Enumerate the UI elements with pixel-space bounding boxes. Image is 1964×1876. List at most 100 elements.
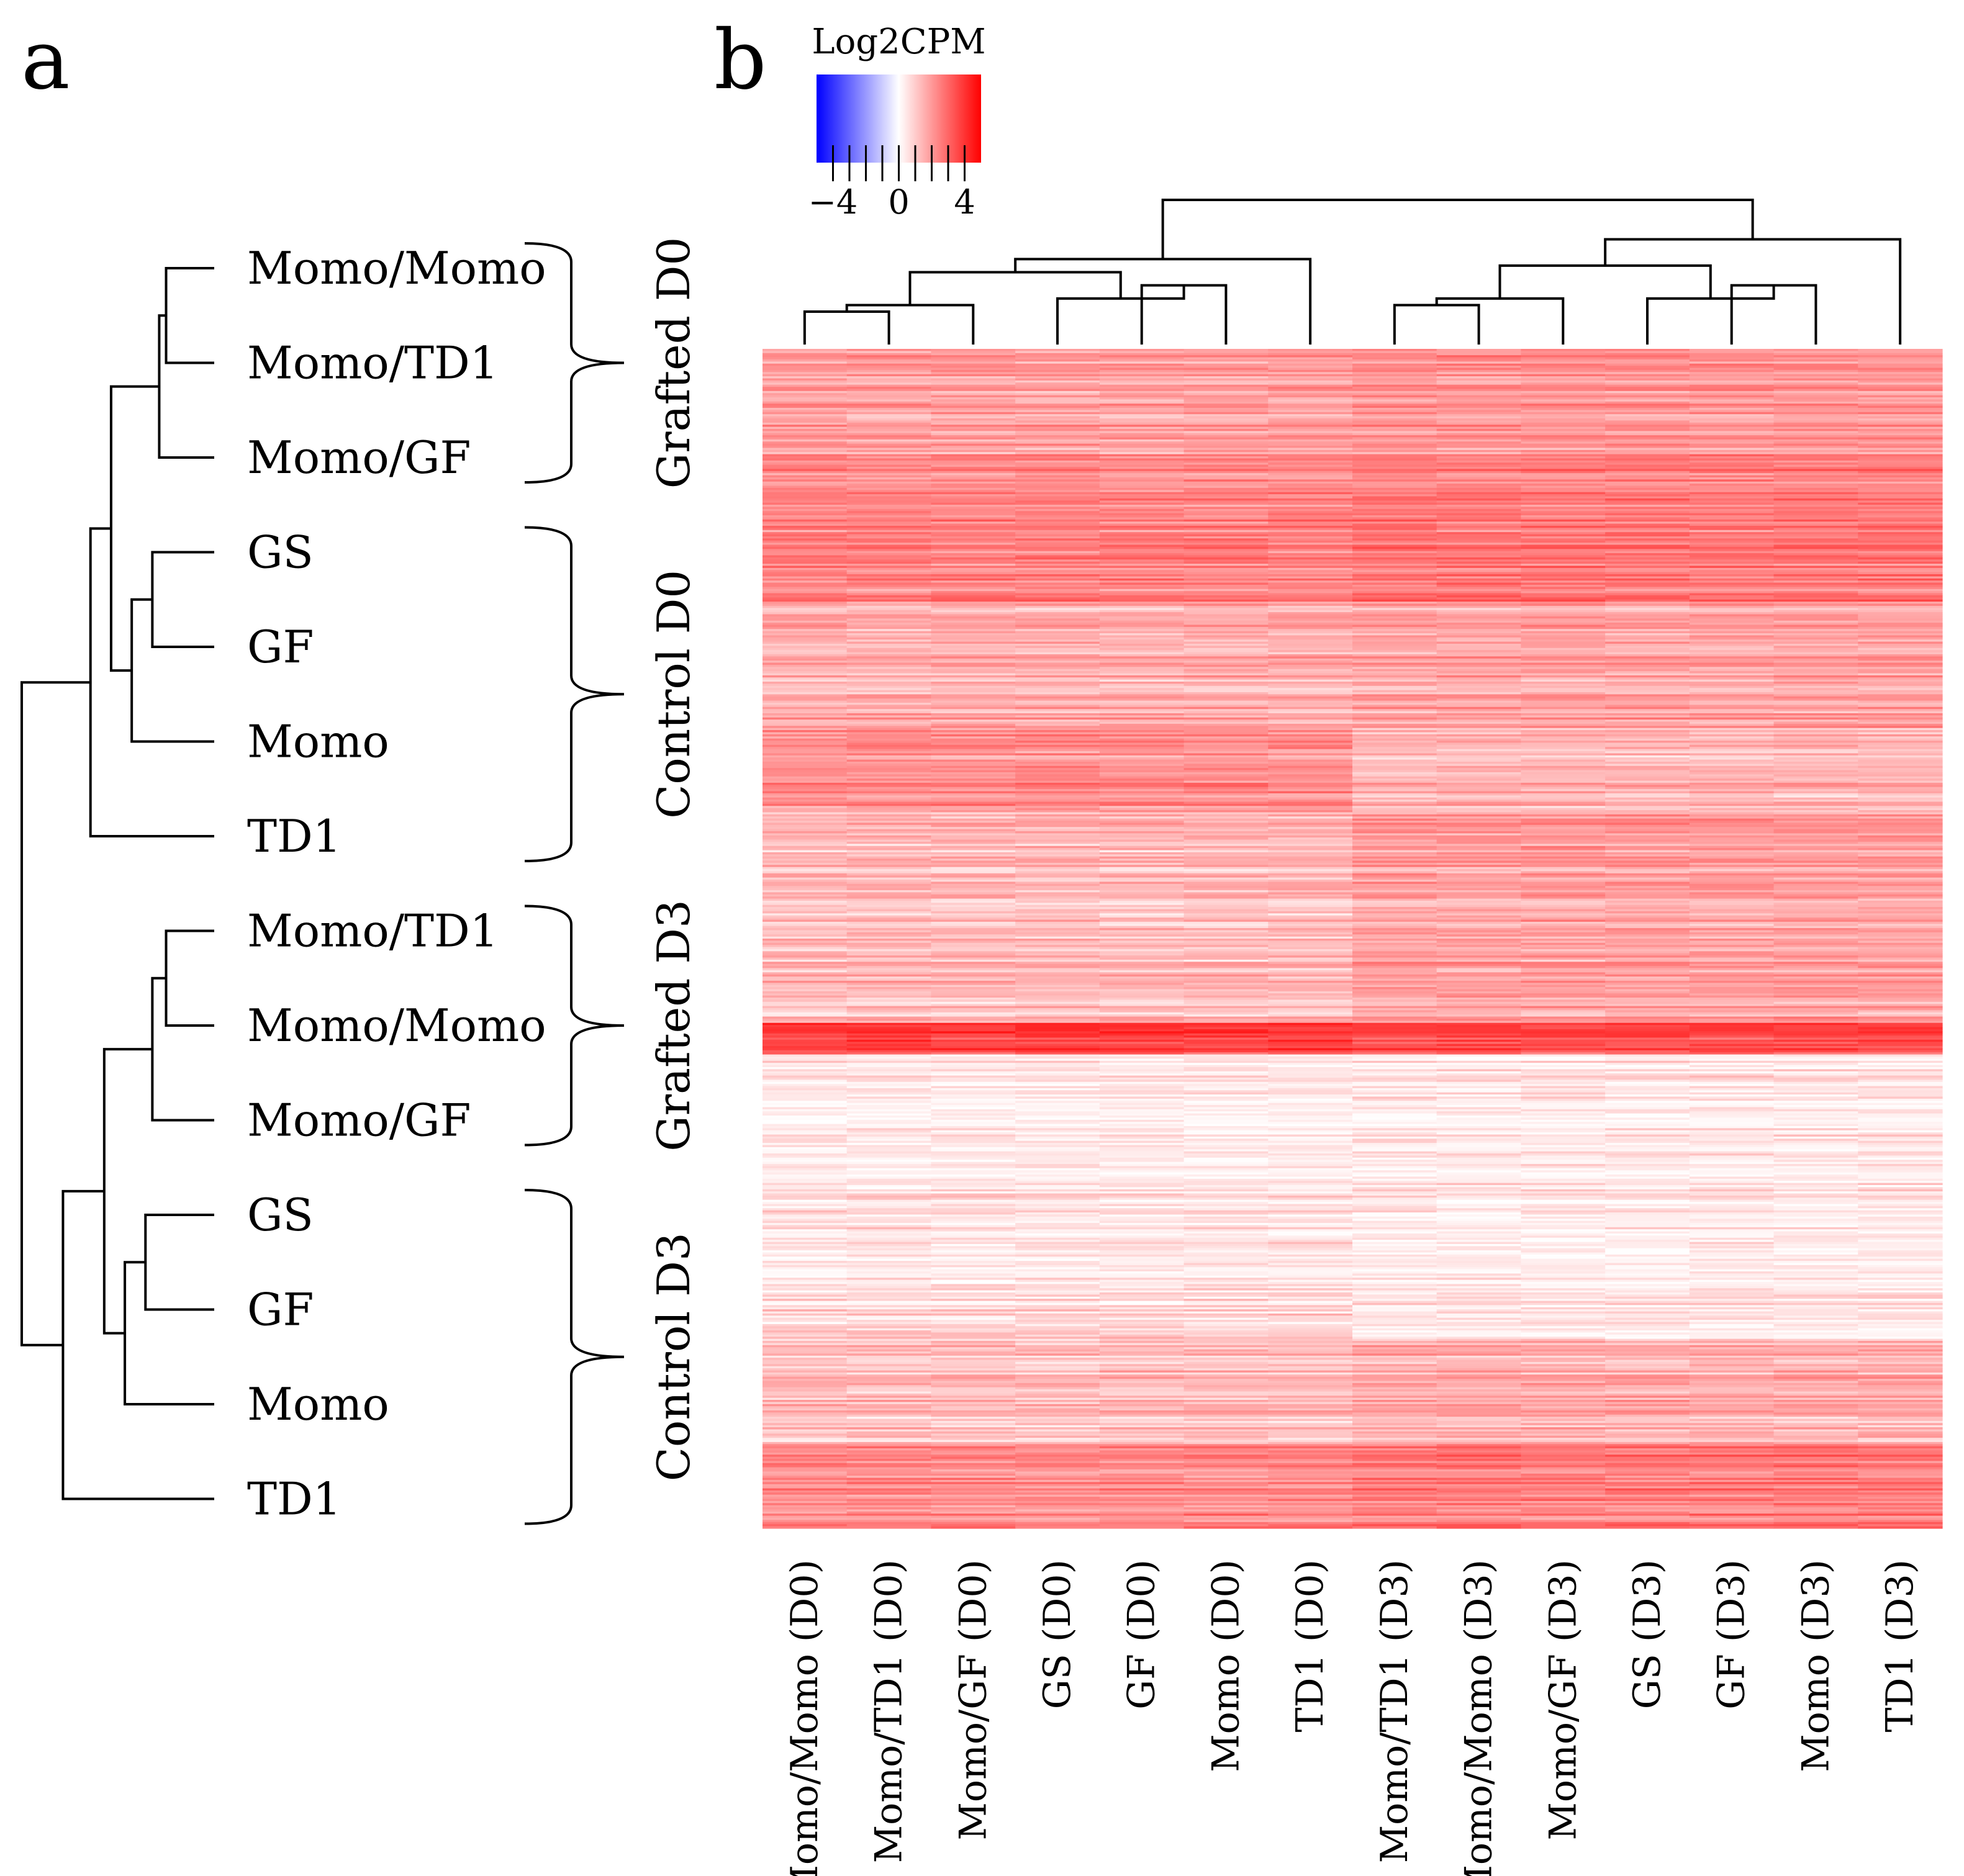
heatmap-cell: [1268, 705, 1353, 708]
heatmap-cell: [1183, 947, 1269, 950]
heatmap-cell: [1436, 387, 1522, 390]
heatmap-cell: [846, 1479, 932, 1482]
heatmap-cell: [931, 1067, 1016, 1070]
heatmap-cell: [1015, 528, 1100, 531]
heatmap-cell: [931, 505, 1016, 508]
heatmap-cell: [1436, 859, 1522, 862]
heatmap-cell: [1268, 814, 1353, 817]
heatmap-cell: [931, 1027, 1016, 1030]
heatmap-cell: [1268, 641, 1353, 644]
heatmap-cell: [1436, 591, 1522, 594]
heatmap-cell: [1099, 475, 1185, 478]
heatmap-cell: [763, 736, 848, 739]
heatmap-cell: [931, 918, 1016, 921]
heatmap-cell: [1183, 1275, 1269, 1278]
heatmap-cell: [1183, 890, 1269, 893]
heatmap-cell: [931, 698, 1016, 701]
heatmap-cell: [1183, 1387, 1269, 1390]
heatmap-cell: [1099, 1252, 1185, 1255]
heatmap-cell: [1436, 833, 1522, 836]
heatmap-cell: [1436, 949, 1522, 952]
heatmap-cell: [931, 564, 1016, 567]
heatmap-cell: [1099, 1256, 1185, 1260]
heatmap-cell: [1183, 414, 1269, 417]
heatmap-cell: [1436, 540, 1522, 543]
heatmap-cell: [1099, 747, 1185, 750]
heatmap-cell: [1268, 1256, 1353, 1260]
heatmap-cell: [763, 1332, 848, 1335]
heatmap-cell: [763, 1372, 848, 1375]
heatmap-cell: [931, 1492, 1016, 1495]
heatmap-cell: [763, 692, 848, 695]
heatmap-cell: [1099, 1195, 1185, 1198]
heatmap-cell: [1436, 726, 1522, 729]
heatmap-cell: [1099, 508, 1185, 512]
heatmap-cell: [1268, 936, 1353, 939]
heatmap-cell: [846, 728, 932, 731]
heatmap-cell: [1183, 1473, 1269, 1476]
heatmap-cell: [1015, 1302, 1100, 1306]
heatmap-cell: [763, 1004, 848, 1007]
legend-tick-label: 4: [954, 183, 975, 222]
heatmap-cell: [1015, 682, 1100, 685]
heatmap-cell: [846, 947, 932, 950]
heatmap-cell: [1015, 473, 1100, 476]
heatmap-cell: [1268, 709, 1353, 712]
heatmap-cell: [1099, 431, 1185, 434]
heatmap-cell: [1015, 641, 1100, 644]
heatmap-cell: [1183, 1033, 1269, 1036]
heatmap-cell: [931, 511, 1016, 514]
heatmap-cell: [763, 1515, 848, 1518]
heatmap-cell: [1183, 513, 1269, 516]
heatmap-cell: [931, 602, 1016, 605]
heatmap-cell: [931, 1265, 1016, 1268]
heatmap-cell: [1183, 1220, 1269, 1224]
column-dendrogram-branch: [1161, 199, 1754, 259]
heatmap-cell: [763, 484, 848, 487]
heatmap-cell: [931, 789, 1016, 792]
heatmap-cell: [931, 1014, 1016, 1017]
heatmap-cell: [1183, 380, 1269, 383]
heatmap-cell: [1099, 1433, 1185, 1436]
heatmap-cell: [931, 675, 1016, 678]
heatmap-cell: [1015, 433, 1100, 436]
heatmap-cell: [1015, 397, 1100, 400]
heatmap-cell: [1436, 829, 1522, 832]
heatmap-cell: [931, 1431, 1016, 1434]
heatmap-cell: [931, 1366, 1016, 1369]
heatmap-cell: [763, 603, 848, 607]
heatmap-cell: [1099, 1353, 1185, 1356]
heatmap-cell: [1352, 1427, 1437, 1430]
heatmap-cell: [1099, 995, 1185, 998]
group-brace: [524, 1189, 625, 1525]
heatmap-cell: [763, 1324, 848, 1327]
heatmap-cell: [1099, 744, 1185, 747]
heatmap-cell: [1183, 1229, 1269, 1232]
heatmap-cell: [1099, 968, 1185, 971]
heatmap-cell: [1099, 700, 1185, 703]
heatmap-cell: [1015, 700, 1100, 703]
heatmap-cell: [1352, 1452, 1437, 1455]
heatmap-cell: [1268, 1317, 1353, 1320]
heatmap-cell: [1099, 1105, 1185, 1108]
heatmap-cell: [1099, 1278, 1185, 1281]
heatmap-cell: [1183, 1067, 1269, 1070]
heatmap-cell: [1015, 428, 1100, 431]
heatmap-cell: [1268, 970, 1353, 973]
heatmap-cell: [1099, 844, 1185, 847]
heatmap-cell: [931, 774, 1016, 777]
heatmap-cell: [1436, 738, 1522, 741]
heatmap-cell: [763, 706, 848, 710]
heatmap-cell: [1436, 578, 1522, 581]
heatmap-cell: [1015, 1511, 1100, 1514]
heatmap-cell: [846, 1417, 932, 1420]
heatmap-cell: [1183, 987, 1269, 990]
heatmap-cell: [1268, 976, 1353, 980]
heatmap-cell: [1436, 1157, 1522, 1160]
heatmap-cell: [1099, 1035, 1185, 1039]
heatmap-cell: [1268, 349, 1353, 351]
heatmap-cell: [1268, 477, 1353, 480]
heatmap-cell: [1268, 1216, 1353, 1219]
heatmap-cell: [763, 540, 848, 543]
heatmap-cell: [931, 1414, 1016, 1417]
